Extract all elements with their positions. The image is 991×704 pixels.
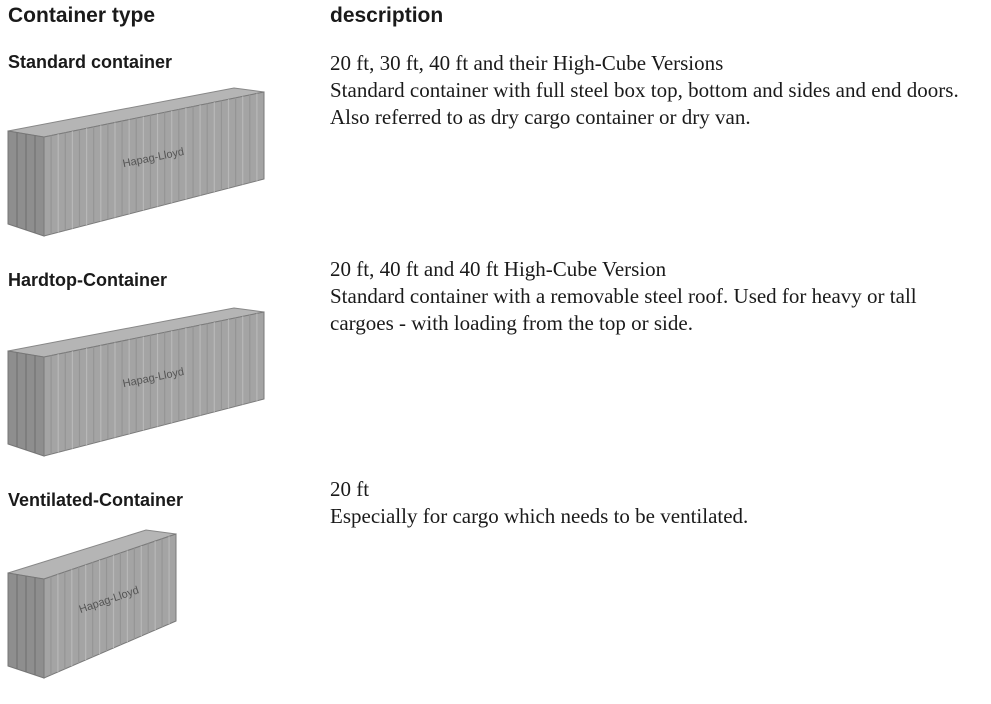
description: Standard container with full steel box t…: [330, 78, 959, 129]
description-cell: 20 ft Especially for cargo which needs t…: [330, 476, 985, 530]
container-name: Ventilated-Container: [8, 490, 184, 510]
container-image: Hapag-Lloyd: [7, 87, 265, 237]
sizes: 20 ft, 30 ft, 40 ft and their High-Cube …: [330, 51, 724, 75]
container-name: Standard container: [8, 52, 173, 72]
description-cell: 20 ft, 40 ft and 40 ft High-Cube Version…: [330, 256, 985, 337]
description-cell: 20 ft, 30 ft, 40 ft and their High-Cube …: [330, 50, 985, 131]
column-header: Container type: [8, 4, 156, 27]
container-image: Hapag-Lloyd: [7, 529, 177, 679]
container-image: Hapag-Lloyd: [7, 307, 265, 457]
description: Standard container with a removable stee…: [330, 284, 917, 335]
sizes: 20 ft, 40 ft and 40 ft High-Cube Version: [330, 257, 667, 281]
description: Especially for cargo which needs to be v…: [330, 504, 749, 528]
container-name: Hardtop-Container: [8, 270, 167, 290]
container-side: [43, 91, 265, 237]
container-side: [43, 533, 177, 679]
container-side: [43, 311, 265, 457]
column-header: description: [330, 4, 444, 27]
sizes: 20 ft: [330, 477, 370, 501]
